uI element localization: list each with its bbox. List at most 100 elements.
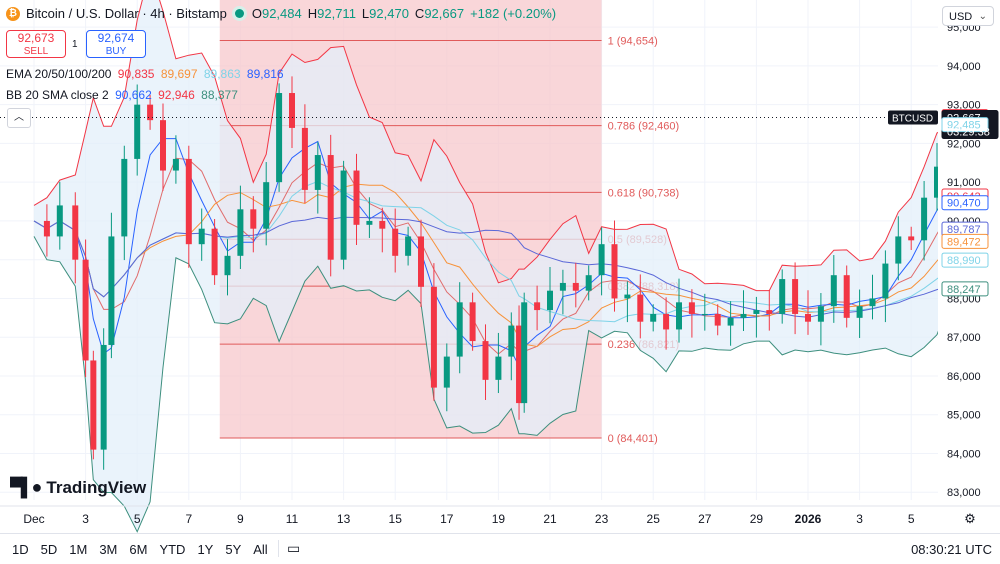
candle-body bbox=[676, 302, 682, 330]
candle-body bbox=[611, 244, 618, 299]
candle-body bbox=[624, 294, 631, 299]
price-label-box bbox=[941, 233, 989, 249]
market-status-icon bbox=[234, 9, 244, 18]
candle-body bbox=[727, 317, 734, 326]
ema-200-line bbox=[33, 216, 963, 318]
bb-value-upper: 92,946 bbox=[158, 88, 195, 102]
candle-body bbox=[405, 236, 412, 256]
open-label: O bbox=[251, 6, 262, 21]
price-label-box bbox=[941, 195, 989, 211]
candle-body bbox=[469, 302, 476, 342]
x-tick-label: 29 bbox=[750, 512, 764, 526]
ema-value-50: 89,697 bbox=[160, 67, 198, 81]
bb-legend[interactable]: BB 20 SMA close 2 90,662 92,946 88,377 bbox=[6, 88, 241, 102]
x-tick-label: 19 bbox=[492, 512, 506, 526]
x-tick-label: 9 bbox=[237, 512, 244, 526]
candle-body bbox=[100, 344, 107, 450]
candle-body bbox=[250, 209, 257, 229]
candle-body bbox=[830, 275, 837, 307]
candle-body bbox=[172, 158, 179, 171]
price-label: 89,472 bbox=[947, 236, 981, 248]
x-tick-label: 21 bbox=[543, 512, 557, 526]
candle-body bbox=[650, 313, 657, 322]
utc-clock[interactable]: 08:30:21 UTC bbox=[911, 542, 992, 557]
candle-body bbox=[585, 275, 592, 291]
y-tick-label: 92,000 bbox=[947, 138, 981, 150]
candle-body bbox=[856, 306, 863, 318]
bottom-toolbar: 1D 5D 1M 3M 6M YTD 1Y 5Y All ▭ 08:30:21 … bbox=[0, 533, 1000, 564]
ema-50-line bbox=[33, 183, 964, 348]
x-tick-label: 15 bbox=[389, 512, 403, 526]
currency-label: USD bbox=[949, 11, 973, 23]
candle-body bbox=[843, 275, 850, 318]
x-tick-label: 27 bbox=[698, 512, 712, 526]
fib-level-label: 0.618 (90,738) bbox=[608, 187, 680, 199]
candle-body bbox=[121, 158, 128, 237]
buy-label: BUY bbox=[105, 46, 127, 57]
candle-body bbox=[559, 282, 566, 291]
candle-body bbox=[740, 313, 747, 318]
change-value: +182 (+0.20%) bbox=[470, 6, 557, 21]
high-value: 92,711 bbox=[317, 6, 356, 21]
y-tick-label: 84,000 bbox=[947, 448, 981, 460]
range-1m[interactable]: 1M bbox=[69, 542, 88, 557]
y-tick-label: 88,000 bbox=[947, 293, 981, 305]
y-tick-label: 83,000 bbox=[947, 487, 981, 499]
candle-body bbox=[160, 120, 166, 171]
goto-date-icon[interactable]: ▭ bbox=[278, 540, 300, 557]
collapse-legend-button[interactable]: ︿ bbox=[7, 108, 31, 128]
currency-select[interactable]: USD ⌄ bbox=[942, 6, 994, 26]
ema-value-20: 90,835 bbox=[117, 67, 155, 81]
range-1y[interactable]: 1Y bbox=[197, 542, 214, 557]
time-range-buttons: 1D 5D 1M 3M 6M YTD 1Y 5Y All bbox=[12, 542, 268, 557]
candle-body bbox=[779, 279, 786, 314]
low-value: 92,470 bbox=[369, 6, 409, 21]
close-label: C bbox=[414, 6, 425, 21]
fib-level-label: 0 (84,401) bbox=[608, 433, 658, 445]
range-ytd[interactable]: YTD bbox=[159, 542, 186, 557]
candle-body bbox=[495, 356, 502, 380]
bb-label: BB 20 SMA close 2 bbox=[6, 88, 109, 102]
x-tick-label: 17 bbox=[440, 512, 454, 526]
high-label: H bbox=[307, 6, 318, 21]
candle-body bbox=[921, 197, 928, 241]
range-5y[interactable]: 5Y bbox=[225, 542, 242, 557]
range-all[interactable]: All bbox=[253, 542, 268, 557]
candle-body bbox=[882, 263, 889, 299]
range-6m[interactable]: 6M bbox=[129, 542, 148, 557]
x-tick-label: 2026 bbox=[795, 512, 822, 526]
buy-price: 92,674 bbox=[97, 31, 135, 45]
candle-body bbox=[392, 228, 399, 256]
ema-legend[interactable]: EMA 20/50/100/200 90,835 89,697 89,863 8… bbox=[6, 67, 287, 81]
bollinger-band-fill bbox=[34, 0, 963, 532]
candle-body bbox=[792, 279, 799, 314]
candle-body bbox=[663, 313, 670, 330]
range-5d[interactable]: 5D bbox=[40, 542, 58, 557]
price-label: 88,247 bbox=[947, 284, 981, 296]
sell-price: 92,673 bbox=[17, 31, 55, 45]
range-3m[interactable]: 3M bbox=[99, 542, 118, 557]
buy-button[interactable]: 92,674 BUY bbox=[86, 30, 146, 58]
y-tick-label: 93,000 bbox=[947, 100, 981, 112]
price-label: 92,485 bbox=[947, 120, 981, 132]
tradingview-logo[interactable]: ▀▌● TradingView bbox=[10, 477, 146, 498]
candle-body bbox=[237, 209, 244, 256]
price-chart[interactable]: 1 (94,654)0.786 (92,460)0.618 (90,738)0.… bbox=[0, 0, 1000, 533]
candle-body bbox=[108, 236, 115, 345]
fib-level-label: 0.786 (92,460) bbox=[608, 121, 680, 133]
gear-icon[interactable]: ⚙ bbox=[964, 511, 976, 526]
range-1d[interactable]: 1D bbox=[12, 542, 29, 557]
candle-body bbox=[263, 182, 270, 229]
candle-body bbox=[508, 325, 515, 357]
candle-body bbox=[418, 236, 424, 287]
candle-body bbox=[211, 228, 218, 276]
candle-body bbox=[701, 313, 708, 315]
chevron-down-icon: ⌄ bbox=[978, 11, 987, 22]
symbol-title[interactable]: Bitcoin / U.S. Dollar · 4h · Bitstamp bbox=[26, 6, 227, 21]
candle-body bbox=[430, 286, 437, 388]
candle-body bbox=[516, 325, 523, 404]
y-tick-label: 86,000 bbox=[947, 371, 981, 383]
candle-body bbox=[753, 310, 760, 314]
ema-value-200: 89,816 bbox=[246, 67, 284, 81]
sell-button[interactable]: 92,673 SELL bbox=[6, 30, 66, 58]
